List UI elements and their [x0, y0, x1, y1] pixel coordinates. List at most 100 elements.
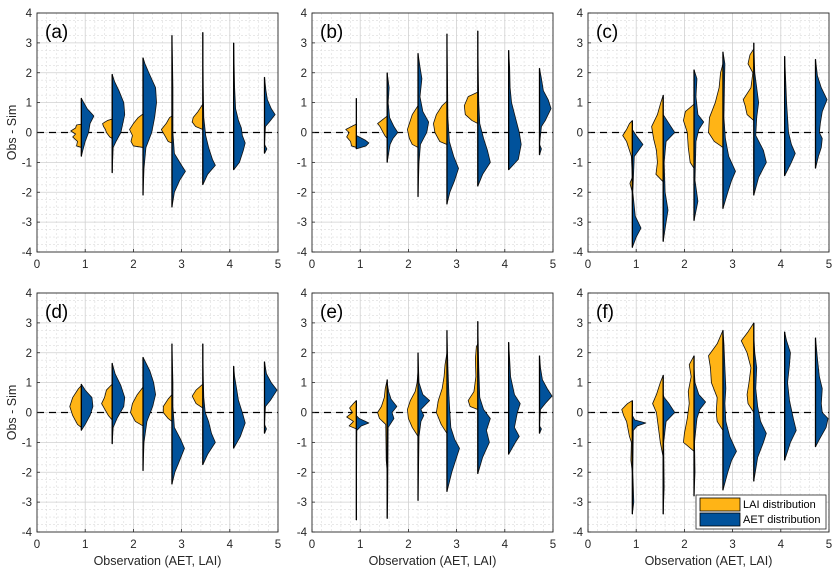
x-tick-label: 0 [585, 259, 591, 271]
x-tick-label: 2 [681, 259, 687, 271]
x-tick-label: 5 [275, 259, 281, 271]
violin-group [160, 35, 186, 208]
aet-half-violin [80, 97, 95, 157]
x-tick-label: 1 [357, 259, 363, 271]
y-tick-label: 2 [577, 68, 583, 80]
violin-group [129, 57, 157, 196]
violin-group [814, 58, 828, 169]
y-tick-label: 1 [26, 378, 32, 390]
legend-swatch-lai [699, 497, 741, 512]
y-tick-label: 4 [577, 288, 584, 300]
violin-group [263, 361, 278, 434]
x-tick-label: 1 [82, 259, 88, 271]
x-tick-label: 4 [502, 539, 509, 551]
y-tick-label: -3 [573, 497, 583, 509]
y-axis-label: Obs - Sim [5, 385, 19, 441]
y-tick-label: 2 [301, 68, 307, 80]
x-tick-label: 1 [633, 259, 639, 271]
x-tick-label: 4 [227, 259, 234, 271]
y-tick-label: 1 [577, 98, 583, 110]
x-axis-label: Observation (AET, LAI) [94, 554, 222, 568]
legend-swatch-aet [699, 512, 741, 527]
panels: 0 1 2 3 4 5 -4 -3 -2 -1 0 1 2 3 4 (a) Obs - Sim 0 1 2 3 4 5 -4 -… [5, 8, 832, 568]
violin-group [233, 365, 246, 449]
violin-group [191, 343, 216, 466]
x-tick-label: 3 [453, 259, 459, 271]
aet-half-violin [446, 329, 460, 493]
y-tick-label: 1 [26, 98, 32, 110]
x-tick-label: 0 [34, 259, 40, 271]
y-tick-label: -2 [573, 187, 583, 199]
y-tick-label: 4 [301, 8, 308, 20]
violin-group [70, 97, 95, 157]
violin-group [407, 352, 431, 502]
y-tick-label: -4 [22, 527, 33, 539]
x-tick-label: 2 [130, 259, 136, 271]
violin-group [784, 55, 796, 177]
y-tick-label: -2 [297, 187, 307, 199]
violin-group [508, 341, 521, 455]
x-tick-label: 1 [357, 539, 363, 551]
y-tick-label: 2 [301, 348, 307, 360]
x-tick-label: 4 [227, 539, 234, 551]
aet-half-violin [446, 33, 459, 205]
lai-half-violin [435, 352, 448, 434]
x-tick-label: 0 [34, 539, 40, 551]
panel-label: (f) [596, 302, 614, 323]
panel-d: 0 1 2 3 4 5 -4 -3 -2 -1 0 1 2 3 4 (d) Obs - Sim Observati… [5, 288, 281, 568]
y-tick-label: -1 [297, 157, 307, 169]
x-tick-label: 5 [275, 539, 281, 551]
violin-group [346, 400, 370, 521]
violin-group [467, 320, 491, 475]
x-tick-label: 0 [309, 259, 315, 271]
violin-group [463, 30, 491, 187]
panel-f: 0 1 2 3 4 5 -4 -3 -2 -1 0 1 2 3 4 (f) Observation (AET, … [573, 288, 832, 568]
y-tick-label: 4 [26, 288, 33, 300]
y-tick-label: 4 [577, 8, 584, 20]
y-tick-label: 4 [301, 288, 308, 300]
y-axis-label: Obs - Sim [5, 105, 19, 161]
y-tick-label: 0 [301, 408, 307, 420]
y-tick-label: -3 [297, 497, 307, 509]
x-tick-label: 2 [405, 259, 411, 271]
x-tick-label: 3 [729, 259, 735, 271]
x-axis-label: Observation (AET, LAI) [645, 554, 773, 568]
x-tick-label: 2 [130, 539, 136, 551]
y-tick-label: 0 [577, 408, 583, 420]
y-tick-label: 3 [301, 38, 307, 50]
x-tick-label: 3 [453, 539, 459, 551]
violin-group [377, 72, 399, 163]
x-axis-label: Observation (AET, LAI) [369, 554, 497, 568]
y-tick-label: -1 [22, 437, 32, 449]
panel-label: (d) [45, 302, 68, 323]
x-tick-label: 4 [778, 259, 785, 271]
x-tick-label: 3 [178, 539, 184, 551]
y-tick-label: 3 [577, 318, 583, 330]
x-tick-label: 4 [502, 259, 509, 271]
y-tick-label: 0 [26, 128, 32, 140]
violin-group [538, 355, 553, 434]
violin-group [233, 42, 246, 171]
violin-group [377, 379, 398, 519]
aet-half-violin [693, 69, 705, 222]
panel-c: 0 1 2 3 4 5 -4 -3 -2 -1 0 1 2 3 4 (c) [573, 8, 832, 271]
panel-e: 0 1 2 3 4 5 -4 -3 -2 -1 0 1 2 3 4 (e) Observation (AET, … [297, 288, 556, 568]
y-tick-label: -2 [297, 467, 307, 479]
panel-label: (c) [596, 22, 618, 43]
y-tick-label: -2 [22, 467, 32, 479]
violin-group [708, 51, 736, 210]
violin-group [69, 383, 94, 431]
aet-half-violin [111, 73, 126, 174]
y-tick-label: -3 [22, 497, 32, 509]
violin-group [263, 76, 276, 154]
y-tick-label: -3 [22, 217, 32, 229]
y-tick-label: -2 [573, 467, 583, 479]
violin-group [102, 73, 126, 174]
violin-group [708, 329, 737, 491]
violin-group [683, 355, 707, 497]
aet-half-violin [477, 320, 491, 475]
violin-group [433, 33, 459, 205]
x-tick-label: 0 [309, 539, 315, 551]
legend: LAI distribution AET distribution [695, 494, 827, 530]
